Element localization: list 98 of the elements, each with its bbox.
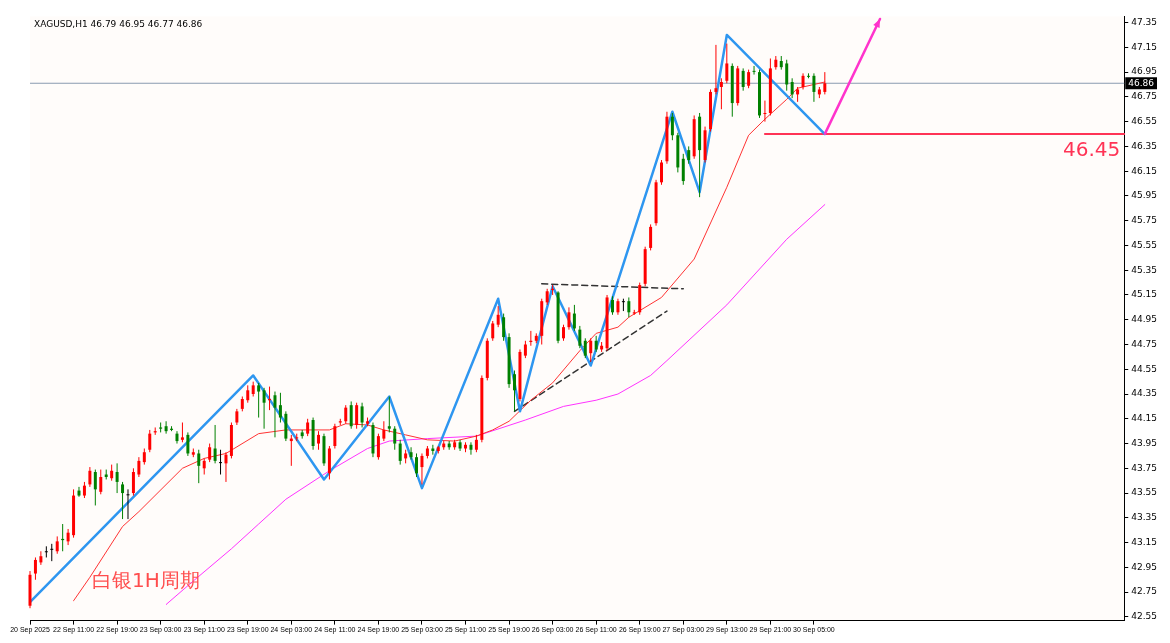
candlestick xyxy=(355,402,359,430)
y-tick-label: 44.95 xyxy=(1131,314,1157,325)
candlestick xyxy=(131,467,135,497)
candlestick xyxy=(387,396,391,433)
candlestick xyxy=(382,420,386,442)
y-tick-label: 44.35 xyxy=(1131,388,1157,399)
candlestick xyxy=(409,446,413,461)
ref-line-label: 46.86 xyxy=(1128,77,1155,88)
candlestick xyxy=(175,430,179,445)
candlestick xyxy=(812,72,816,103)
candlestick xyxy=(257,382,261,419)
y-tick-label: 42.55 xyxy=(1131,611,1157,622)
candlestick xyxy=(77,486,81,498)
candlestick xyxy=(578,325,582,349)
candlestick xyxy=(224,451,228,483)
candlestick xyxy=(621,298,625,312)
candlestick xyxy=(197,449,201,484)
y-tick-label: 45.95 xyxy=(1131,190,1157,201)
y-tick-label: 43.95 xyxy=(1131,437,1157,448)
candlestick xyxy=(317,430,321,451)
candlestick xyxy=(164,420,168,435)
series-label: 46.45 xyxy=(1062,137,1121,162)
candlestick xyxy=(180,422,184,443)
candlestick xyxy=(752,65,756,76)
y-tick-label: 46.75 xyxy=(1131,91,1157,102)
candlestick xyxy=(99,469,103,495)
candlestick xyxy=(115,462,119,494)
candlestick xyxy=(649,223,653,251)
candlestick xyxy=(469,441,473,456)
candlestick xyxy=(66,528,70,546)
candlestick xyxy=(491,320,495,342)
candlestick xyxy=(627,296,631,318)
candlestick xyxy=(725,43,729,84)
y-tick-label: 46.55 xyxy=(1131,115,1157,126)
candlestick xyxy=(714,44,718,95)
candlestick xyxy=(681,153,685,186)
chart-title: XAGUSD,H1 46.79 46.95 46.77 46.86 xyxy=(34,19,203,30)
candlestick xyxy=(33,556,37,581)
candlestick xyxy=(589,337,593,363)
candlestick xyxy=(823,71,827,95)
candlestick xyxy=(208,443,212,463)
y-tick-label: 45.35 xyxy=(1131,264,1157,275)
candlestick xyxy=(415,452,419,478)
y-tick-label: 43.15 xyxy=(1131,536,1157,547)
candlestick xyxy=(513,370,517,412)
y-tick-label: 46.95 xyxy=(1131,66,1157,77)
candlestick xyxy=(93,469,97,506)
candlestick xyxy=(262,387,266,430)
candlestick xyxy=(572,304,576,332)
y-tick-label: 42.95 xyxy=(1131,561,1157,572)
candlestick xyxy=(219,449,223,475)
candlestick xyxy=(88,466,92,488)
y-tick-label: 43.75 xyxy=(1131,462,1157,473)
candlestick xyxy=(213,424,217,464)
candlestick xyxy=(670,112,674,141)
candlestick xyxy=(349,400,353,430)
candlestick xyxy=(273,391,277,438)
y-tick-label: 45.15 xyxy=(1131,289,1157,300)
candlestick xyxy=(344,404,348,425)
y-tick-label: 43.55 xyxy=(1131,487,1157,498)
candlestick xyxy=(39,550,43,566)
candlestick xyxy=(376,433,380,461)
candlestick xyxy=(719,77,723,110)
y-tick-label: 44.75 xyxy=(1131,338,1157,349)
candlestick xyxy=(583,337,587,359)
candlestick xyxy=(567,306,571,331)
y-tick-label: 43.35 xyxy=(1131,512,1157,523)
candlestick xyxy=(502,313,506,342)
y-tick-label: 45.75 xyxy=(1131,215,1157,226)
candlestick xyxy=(148,429,152,453)
candlestick xyxy=(393,425,397,451)
candlestick xyxy=(420,452,424,485)
candlestick xyxy=(278,392,282,423)
candlestick xyxy=(137,456,141,478)
candlestick xyxy=(44,545,48,558)
candlestick xyxy=(186,431,190,457)
y-tick-label: 42.75 xyxy=(1131,586,1157,597)
candlestick xyxy=(121,481,125,520)
candlestick xyxy=(360,402,364,428)
y-tick-label: 45.55 xyxy=(1131,239,1157,250)
y-tick-label: 46.35 xyxy=(1131,140,1157,151)
candlestick xyxy=(763,100,767,123)
y-tick-label: 47.15 xyxy=(1131,41,1157,52)
candlestick xyxy=(126,488,130,520)
candlestick xyxy=(496,305,500,328)
candlestick xyxy=(747,69,751,89)
candlestick xyxy=(611,295,614,316)
candlestick xyxy=(50,543,54,562)
y-tick-label: 47.35 xyxy=(1131,16,1157,27)
candlestick xyxy=(741,67,745,92)
candlestick xyxy=(660,159,663,186)
candlestick xyxy=(333,423,337,449)
candlestick xyxy=(785,59,789,92)
y-tick-label: 44.15 xyxy=(1131,413,1157,424)
candlestick xyxy=(790,77,794,99)
y-tick-label: 46.15 xyxy=(1131,165,1157,176)
y-tick-label: 44.55 xyxy=(1131,363,1157,374)
candlestick xyxy=(398,439,402,466)
